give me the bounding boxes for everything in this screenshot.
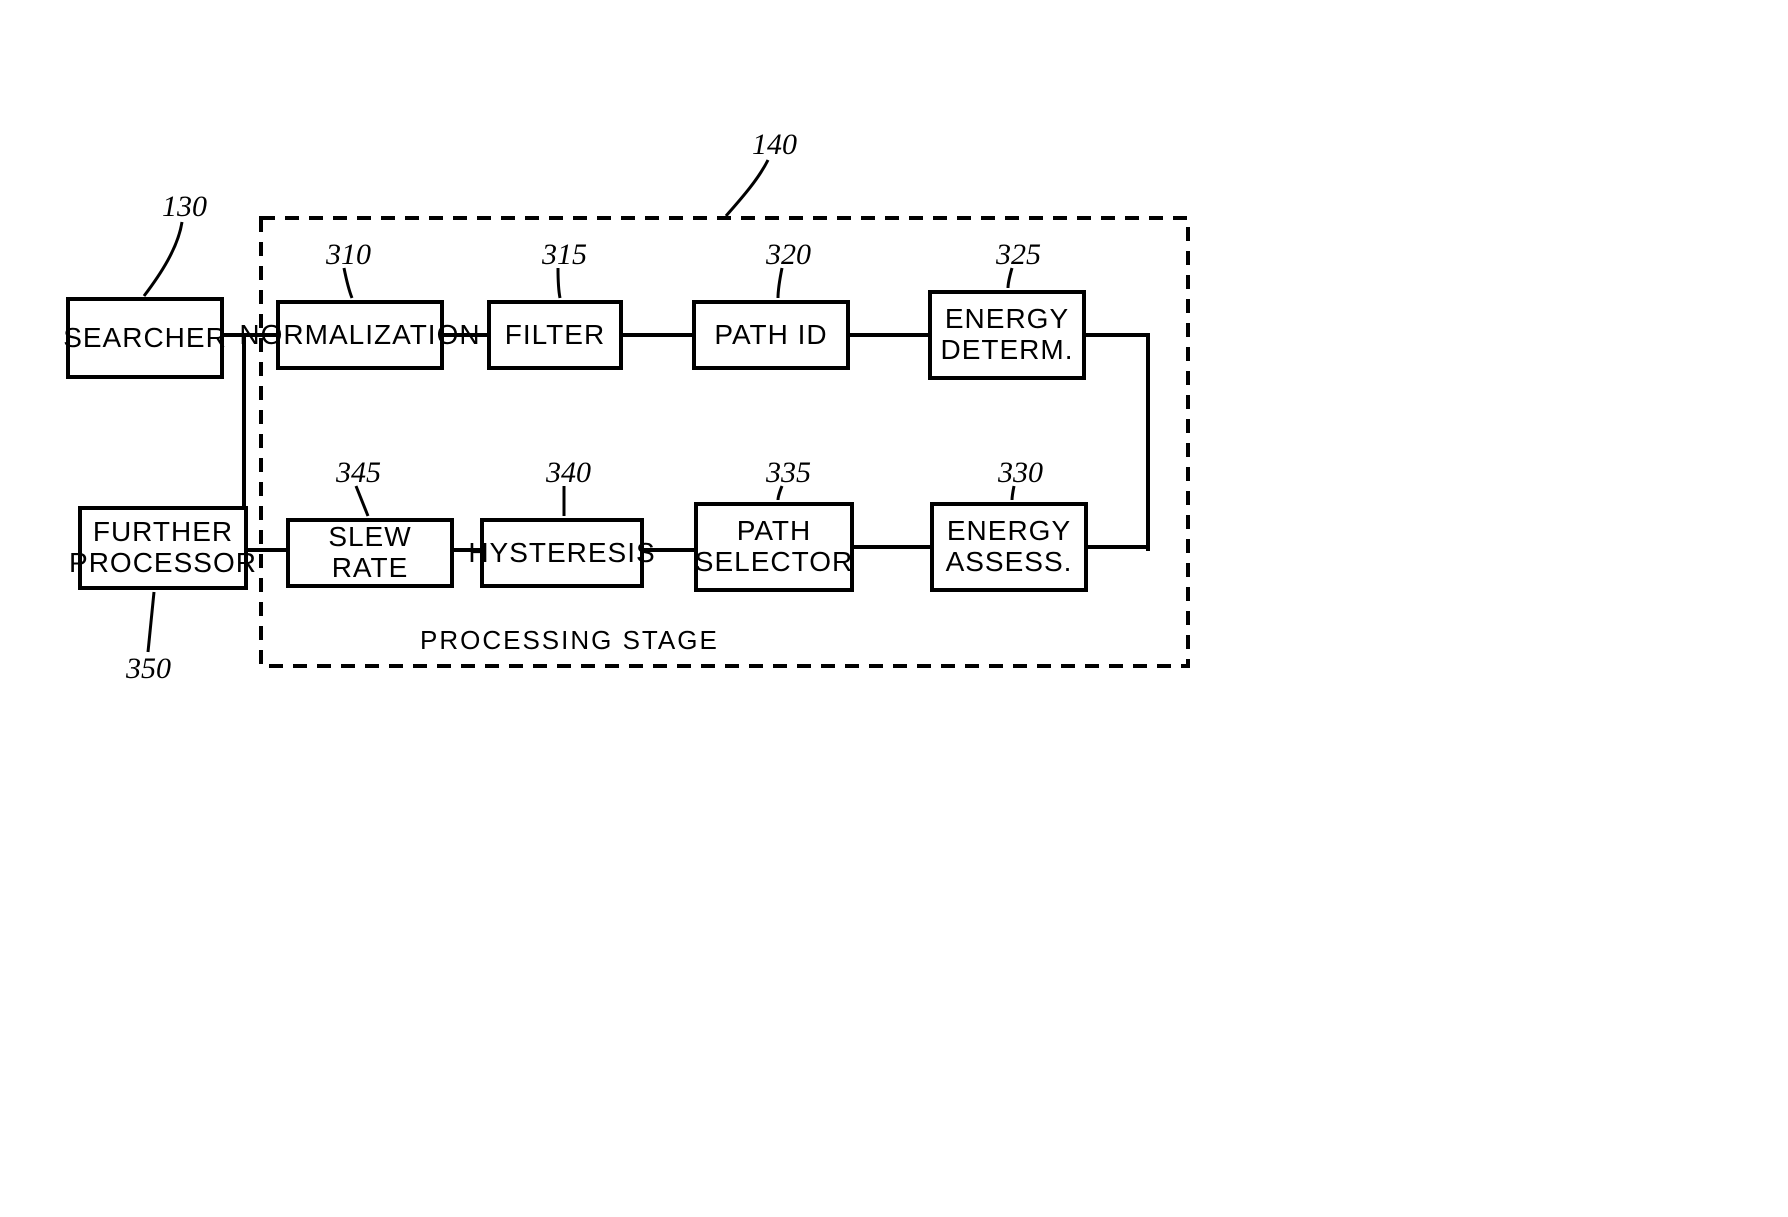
ref-r335: 335 [766,456,811,490]
ref-r325: 325 [996,238,1041,272]
leader-r310 [344,268,352,298]
ref-r340: 340 [546,456,591,490]
leaders-layer [0,0,1788,1217]
processing-stage-label: PROCESSING STAGE [420,625,719,656]
leader-r320 [778,268,782,298]
ref-r345: 345 [336,456,381,490]
ref-r350: 350 [126,652,171,686]
leader-r315 [558,268,560,298]
diagram-canvas: SEARCHERFURTHER PROCESSORNORMALIZATIONFI… [0,0,1788,1217]
leader-r345 [356,486,368,516]
leader-r140 [726,160,768,216]
ref-r140: 140 [752,128,797,162]
ref-r330: 330 [998,456,1043,490]
ref-r130: 130 [162,190,207,224]
ref-r310: 310 [326,238,371,272]
leader-r350 [148,592,154,652]
ref-r320: 320 [766,238,811,272]
leader-r130 [144,222,182,296]
ref-r315: 315 [542,238,587,272]
